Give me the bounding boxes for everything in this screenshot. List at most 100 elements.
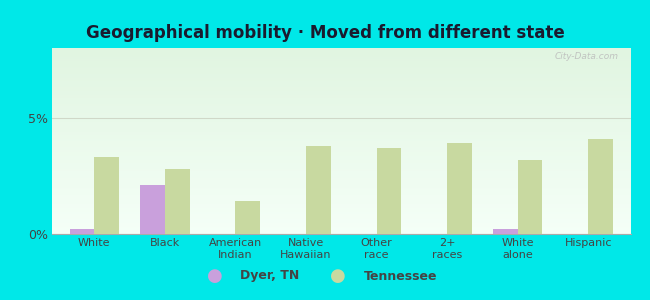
- Bar: [52, 195, 630, 197]
- Bar: [52, 80, 630, 82]
- Bar: [52, 93, 630, 94]
- Bar: [52, 78, 630, 80]
- Bar: [52, 56, 630, 57]
- Bar: [52, 182, 630, 184]
- Bar: [52, 98, 630, 100]
- Bar: [52, 204, 630, 206]
- Bar: [52, 119, 630, 121]
- Bar: [493, 229, 517, 234]
- Bar: [52, 188, 630, 189]
- Bar: [52, 232, 630, 234]
- Bar: [52, 132, 630, 134]
- Bar: [52, 226, 630, 228]
- Text: Dyer, TN: Dyer, TN: [240, 269, 300, 283]
- Bar: [52, 87, 630, 89]
- Bar: [52, 175, 630, 176]
- Bar: [52, 141, 630, 143]
- Bar: [52, 186, 630, 188]
- Bar: [52, 171, 630, 172]
- Bar: [52, 163, 630, 165]
- Bar: [52, 184, 630, 186]
- Bar: [52, 189, 630, 191]
- Bar: [94, 157, 119, 234]
- Bar: [52, 130, 630, 132]
- Text: City-Data.com: City-Data.com: [555, 52, 619, 61]
- Bar: [52, 230, 630, 232]
- Bar: [52, 67, 630, 68]
- Bar: [52, 221, 630, 223]
- Bar: [447, 143, 472, 234]
- Bar: [52, 199, 630, 200]
- Bar: [52, 202, 630, 204]
- Bar: [52, 126, 630, 128]
- Bar: [52, 191, 630, 193]
- Bar: [52, 63, 630, 65]
- Text: Tennessee: Tennessee: [364, 269, 437, 283]
- Bar: [52, 89, 630, 91]
- Bar: [517, 160, 542, 234]
- Text: ●: ●: [330, 267, 346, 285]
- Bar: [52, 172, 630, 175]
- Bar: [52, 148, 630, 150]
- Bar: [52, 167, 630, 169]
- Bar: [52, 100, 630, 102]
- Bar: [52, 70, 630, 72]
- Bar: [52, 94, 630, 96]
- Bar: [588, 139, 613, 234]
- Bar: [70, 229, 94, 234]
- Bar: [52, 85, 630, 87]
- Bar: [52, 83, 630, 85]
- Bar: [52, 197, 630, 199]
- Bar: [52, 52, 630, 54]
- Bar: [52, 152, 630, 154]
- Text: Geographical mobility · Moved from different state: Geographical mobility · Moved from diffe…: [86, 24, 564, 42]
- Bar: [52, 72, 630, 74]
- Bar: [52, 137, 630, 139]
- Bar: [52, 117, 630, 119]
- Bar: [52, 76, 630, 78]
- Text: ●: ●: [207, 267, 222, 285]
- Bar: [52, 59, 630, 61]
- Bar: [52, 223, 630, 225]
- Bar: [52, 200, 630, 202]
- Bar: [52, 169, 630, 171]
- Bar: [235, 202, 260, 234]
- Bar: [52, 107, 630, 110]
- Bar: [52, 57, 630, 59]
- Bar: [376, 148, 401, 234]
- Bar: [52, 61, 630, 63]
- Bar: [52, 134, 630, 135]
- Bar: [52, 160, 630, 161]
- Bar: [52, 208, 630, 210]
- Bar: [52, 193, 630, 195]
- Bar: [52, 135, 630, 137]
- Bar: [52, 68, 630, 70]
- Bar: [52, 156, 630, 158]
- Bar: [52, 96, 630, 98]
- Bar: [52, 54, 630, 56]
- Bar: [52, 214, 630, 215]
- Bar: [52, 74, 630, 76]
- Bar: [52, 111, 630, 113]
- Bar: [52, 82, 630, 83]
- Bar: [52, 113, 630, 115]
- Bar: [52, 50, 630, 52]
- Bar: [52, 145, 630, 147]
- Bar: [165, 169, 190, 234]
- Bar: [52, 161, 630, 163]
- Bar: [52, 165, 630, 167]
- Bar: [52, 225, 630, 226]
- Bar: [52, 215, 630, 217]
- Bar: [52, 150, 630, 152]
- Bar: [52, 154, 630, 156]
- Bar: [52, 176, 630, 178]
- Bar: [140, 185, 165, 234]
- Bar: [52, 212, 630, 214]
- Bar: [52, 65, 630, 67]
- Bar: [52, 115, 630, 117]
- Bar: [52, 158, 630, 160]
- Bar: [52, 206, 630, 208]
- Bar: [306, 146, 331, 234]
- Bar: [52, 180, 630, 182]
- Bar: [52, 219, 630, 221]
